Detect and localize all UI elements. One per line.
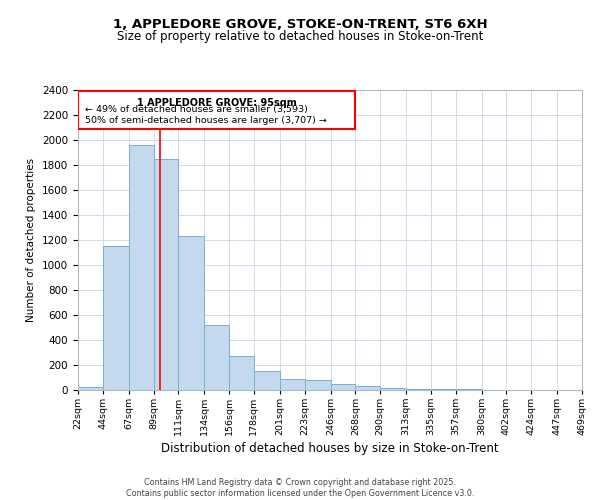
Bar <box>380 388 406 390</box>
Bar <box>280 379 305 390</box>
Bar <box>204 325 229 390</box>
Text: 1, APPLEDORE GROVE, STOKE-ON-TRENT, ST6 6XH: 1, APPLEDORE GROVE, STOKE-ON-TRENT, ST6 … <box>113 18 487 30</box>
Bar <box>431 389 456 390</box>
Bar <box>254 370 280 390</box>
Text: 1 APPLEDORE GROVE: 95sqm: 1 APPLEDORE GROVE: 95sqm <box>137 98 296 108</box>
Bar <box>78 91 355 128</box>
Text: Contains HM Land Registry data © Crown copyright and database right 2025.
Contai: Contains HM Land Registry data © Crown c… <box>126 478 474 498</box>
Text: 50% of semi-detached houses are larger (3,707) →: 50% of semi-detached houses are larger (… <box>85 116 326 125</box>
Bar <box>154 159 178 390</box>
Bar <box>178 236 204 390</box>
Bar <box>406 388 431 390</box>
Bar <box>129 145 154 390</box>
Bar <box>229 356 254 390</box>
Bar <box>305 380 331 390</box>
Bar <box>103 246 129 390</box>
Bar <box>78 386 103 390</box>
Y-axis label: Number of detached properties: Number of detached properties <box>26 158 37 322</box>
X-axis label: Distribution of detached houses by size in Stoke-on-Trent: Distribution of detached houses by size … <box>161 442 499 456</box>
Text: ← 49% of detached houses are smaller (3,593): ← 49% of detached houses are smaller (3,… <box>85 105 308 114</box>
Bar <box>355 386 380 390</box>
Text: Size of property relative to detached houses in Stoke-on-Trent: Size of property relative to detached ho… <box>117 30 483 43</box>
Bar <box>331 384 355 390</box>
